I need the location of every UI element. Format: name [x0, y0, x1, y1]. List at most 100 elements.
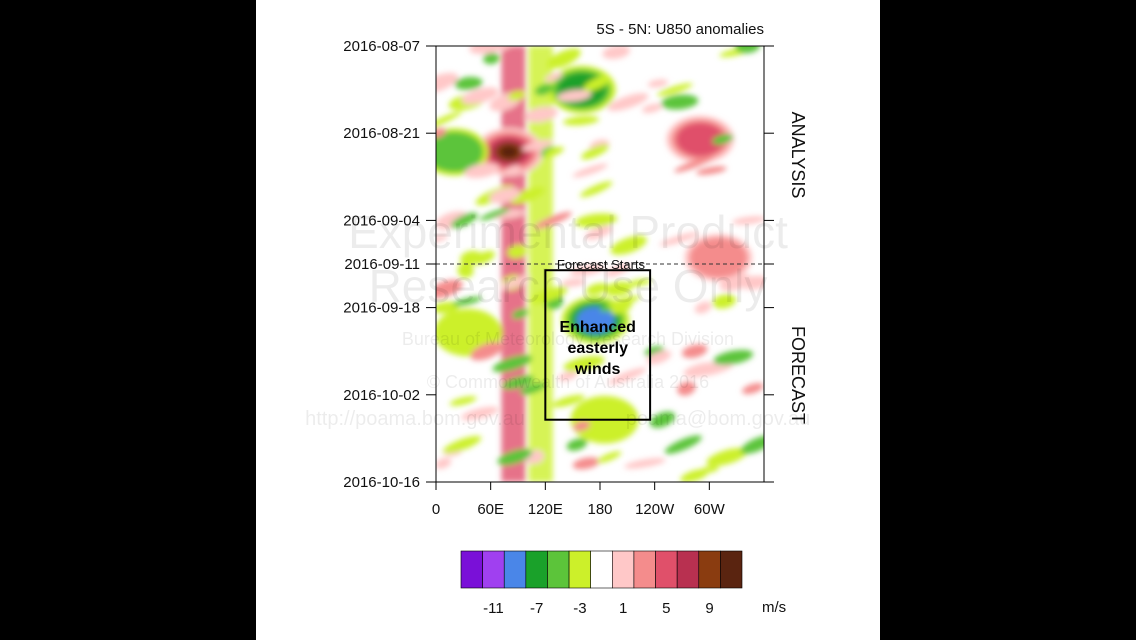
field-streak [583, 75, 611, 92]
field-streak [706, 447, 748, 467]
field-streak [624, 458, 666, 469]
field-streak [436, 111, 462, 131]
field-streak [502, 375, 535, 390]
colorbar-swatch [590, 550, 613, 589]
colorbar-tick-label: -7 [530, 600, 543, 617]
forecast-start-label: Forecast Starts [557, 257, 646, 272]
field-streak [449, 396, 477, 406]
field-streak [489, 187, 520, 204]
field-streak [436, 279, 463, 299]
field-streak [545, 72, 563, 82]
colorbar-swatch [503, 550, 527, 589]
field-patch [436, 131, 484, 173]
field-streak [608, 367, 647, 385]
field-streak [563, 355, 605, 372]
x-tick-label: 120W [635, 501, 675, 518]
field-streak [659, 232, 699, 246]
field-streak [680, 469, 709, 482]
x-axis: 0 60E 120E 180 120W 60W [432, 482, 726, 518]
field-streak [741, 275, 764, 290]
field-streak [479, 207, 511, 221]
field-streak [497, 449, 533, 466]
watermark-line-1: Experimental Product [348, 206, 788, 258]
field-streak [492, 355, 533, 373]
field-streak [694, 301, 712, 314]
field-streak [562, 116, 600, 126]
field-streak [605, 281, 632, 297]
y-tick-label: 2016-10-02 [343, 387, 420, 404]
field-patch [576, 306, 615, 334]
watermark-line-4: © Commonwealth of Australia 2016 [427, 372, 709, 392]
field-streak [436, 128, 447, 139]
field-streak [740, 435, 764, 454]
watermark-line-6: poama@bom.gov.au [626, 408, 810, 430]
field-streak [547, 48, 581, 69]
field-streak [436, 72, 459, 94]
field-streak [579, 181, 613, 198]
x-tick-label: 60E [477, 501, 504, 518]
y-tick-label: 2016-09-18 [343, 300, 420, 317]
field-streak [534, 83, 554, 96]
colorbar-swatch [633, 550, 656, 589]
field-streak [552, 394, 585, 408]
field-streak [677, 381, 696, 396]
field-streak [647, 79, 669, 88]
field-streak [561, 278, 586, 287]
colorbar-unit: m/s [762, 599, 786, 616]
x-tick-label: 60W [694, 501, 726, 518]
field-streak [572, 457, 600, 470]
field-streak [557, 89, 592, 102]
field-streak [575, 213, 618, 228]
field-streak [696, 166, 727, 175]
colorbar-tick-label: 5 [662, 600, 670, 617]
field-streak [558, 371, 578, 381]
y-tick-label: 2016-08-07 [343, 38, 420, 55]
field-streak [529, 286, 568, 304]
field-streak [534, 211, 572, 229]
field-streak [712, 134, 734, 145]
colorbar-swatch [525, 550, 548, 589]
field-streak [507, 91, 526, 101]
x-tick-label: 180 [587, 501, 612, 518]
colorbar-swatch [547, 550, 570, 589]
field-streak [585, 283, 608, 295]
anomaly-field [436, 46, 764, 482]
colorbar-swatch [568, 550, 591, 589]
field-streak [470, 342, 504, 361]
field-streak [521, 140, 553, 152]
field-streak [681, 344, 708, 359]
field-streak [461, 406, 499, 421]
field-streak [585, 225, 613, 240]
colorbar-swatch [482, 550, 505, 589]
annotation-line-1: Enhanced [559, 319, 635, 336]
colorbar-swatch [676, 550, 700, 589]
colorbar: -11 -7 -3 1 5 9 [460, 550, 743, 617]
field-streak [450, 212, 478, 229]
field-streak [436, 457, 452, 469]
field-streak [627, 278, 651, 287]
colorbar-swatch [720, 550, 743, 589]
field-streak [664, 435, 702, 454]
watermark-line-5: http://poama.bom.gov.au [305, 408, 525, 430]
field-streak [573, 420, 591, 432]
field-streak [674, 156, 714, 173]
field-streak [699, 466, 719, 473]
field-patch [499, 145, 518, 159]
colorbar-tick-label: -3 [573, 600, 586, 617]
y-tick-label: 2016-09-04 [343, 212, 420, 229]
right-label-forecast: FORECAST [788, 326, 808, 424]
field-streak [500, 276, 530, 290]
field-streak [442, 435, 482, 454]
y-tick-label: 2016-08-21 [343, 125, 420, 142]
field-streak [461, 87, 499, 105]
field-streak [657, 83, 693, 96]
field-streak [646, 350, 672, 365]
watermark-line-2: Research Use Only [369, 260, 768, 312]
field-streak [597, 451, 622, 463]
annotation-line-3: winds [574, 361, 620, 378]
field-streak [507, 245, 527, 258]
field-streak [661, 94, 699, 110]
field-patch [689, 237, 748, 279]
field-streak [520, 382, 546, 395]
field-streak [544, 146, 564, 158]
